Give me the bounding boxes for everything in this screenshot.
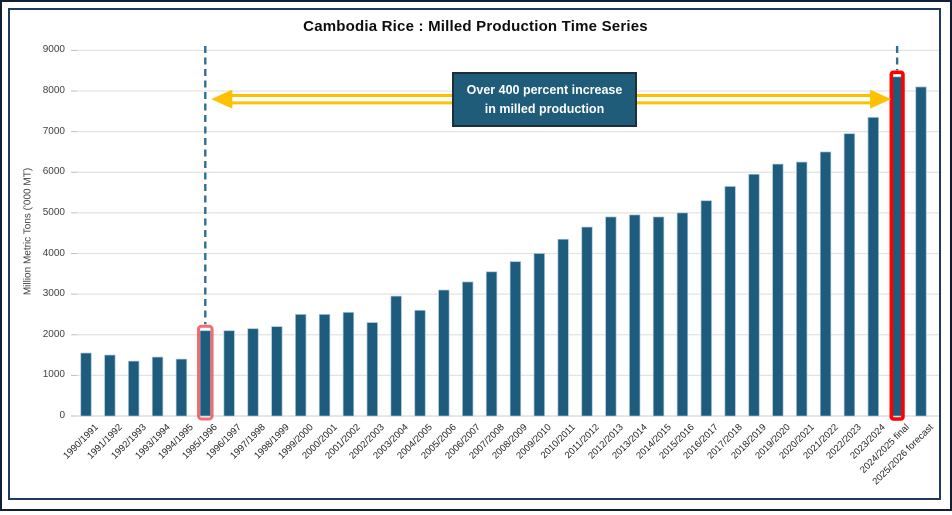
- bar: [867, 117, 879, 417]
- bar: [605, 216, 617, 417]
- y-tick-label: 8000: [42, 85, 65, 97]
- bar: [724, 186, 736, 417]
- bar: [80, 352, 92, 417]
- bar: [509, 261, 522, 417]
- bar: [414, 309, 426, 417]
- bar: [151, 356, 164, 417]
- y-tick-label: 5000: [42, 206, 65, 218]
- bar: [247, 328, 259, 417]
- annotation-line2: in milled production: [484, 101, 605, 116]
- bar: [318, 314, 331, 417]
- annotation-box: Over 400 percent increase in milled prod…: [452, 72, 637, 127]
- bar: [199, 330, 211, 417]
- bar: [652, 216, 665, 417]
- y-tick-label: 4000: [42, 247, 65, 259]
- y-tick-label: 1000: [42, 369, 65, 381]
- y-tick-label: 3000: [42, 288, 65, 300]
- highlight-outline: [889, 70, 905, 421]
- arrow-head-right: [870, 89, 892, 109]
- bar: [342, 312, 355, 417]
- bar: [700, 200, 712, 417]
- bar: [390, 295, 402, 417]
- bar: [295, 314, 307, 417]
- y-tick-label: 0: [59, 410, 65, 421]
- bar: [485, 271, 498, 417]
- highlight-outline: [196, 324, 214, 421]
- bar: [915, 86, 927, 417]
- y-tick-label: 9000: [42, 44, 65, 56]
- bar: [104, 354, 116, 417]
- y-tick-label: 7000: [42, 125, 65, 137]
- bar: [271, 326, 283, 417]
- bar: [819, 151, 832, 417]
- bar: [891, 76, 903, 417]
- bar: [557, 238, 569, 417]
- bar: [223, 330, 235, 417]
- y-tick-label: 2000: [42, 328, 65, 340]
- bar: [175, 358, 188, 417]
- bar: [676, 212, 689, 417]
- bar: [533, 253, 545, 417]
- bar: [748, 173, 760, 417]
- arrow-head-left: [211, 89, 233, 109]
- annotation-line1: Over 400 percent increase: [466, 82, 623, 97]
- bar: [128, 360, 140, 417]
- bar: [438, 289, 450, 417]
- bar: [843, 133, 856, 417]
- bar: [796, 161, 808, 417]
- bar: [629, 214, 641, 417]
- bar: [462, 281, 474, 417]
- bar: [772, 163, 784, 417]
- chart-title: Cambodia Rice : Milled Production Time S…: [303, 18, 648, 35]
- bar: [581, 226, 593, 417]
- bar: [366, 322, 378, 417]
- y-tick-label: 6000: [42, 166, 65, 178]
